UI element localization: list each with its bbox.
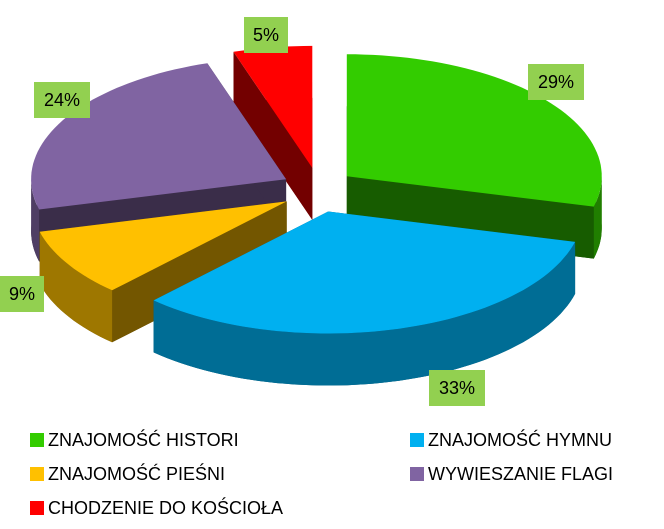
slice-wall bbox=[39, 231, 113, 343]
slice-top bbox=[39, 201, 287, 291]
data-label-box bbox=[528, 64, 584, 100]
data-label-box bbox=[244, 17, 288, 53]
legend-swatch bbox=[410, 467, 424, 481]
legend-label: ZNAJOMOŚĆ HYMNU bbox=[428, 429, 612, 450]
slice-wall bbox=[153, 241, 576, 386]
legend-label: ZNAJOMOŚĆ HISTORI bbox=[48, 429, 239, 450]
data-label: 24% bbox=[44, 90, 80, 110]
legend-swatch bbox=[410, 433, 424, 447]
data-label-box bbox=[34, 82, 90, 118]
legend-swatch bbox=[30, 467, 44, 481]
legend-label: WYWIESZANIE FLAGI bbox=[428, 464, 613, 484]
legend-swatch bbox=[30, 433, 44, 447]
slice-side bbox=[233, 51, 313, 220]
slice-top bbox=[153, 211, 576, 334]
slice-wall bbox=[593, 176, 602, 259]
legend-label: ZNAJOMOŚĆ PIEŚNI bbox=[48, 463, 225, 484]
slice-top bbox=[31, 63, 287, 210]
legend-swatch bbox=[30, 501, 44, 515]
data-label: 29% bbox=[538, 72, 574, 92]
data-label-box bbox=[429, 370, 485, 406]
slice-wall bbox=[31, 179, 40, 262]
data-label-box bbox=[0, 276, 44, 312]
pie-slice bbox=[233, 45, 313, 220]
legend-label: CHODZENIE DO KOŚCIOŁA bbox=[48, 497, 283, 518]
pie-slice bbox=[346, 54, 602, 259]
data-label: 9% bbox=[9, 284, 35, 304]
pie-slice bbox=[153, 211, 576, 386]
slice-top bbox=[346, 54, 602, 207]
data-label: 33% bbox=[439, 378, 475, 398]
slice-top bbox=[233, 45, 313, 168]
data-label: 5% bbox=[253, 25, 279, 45]
